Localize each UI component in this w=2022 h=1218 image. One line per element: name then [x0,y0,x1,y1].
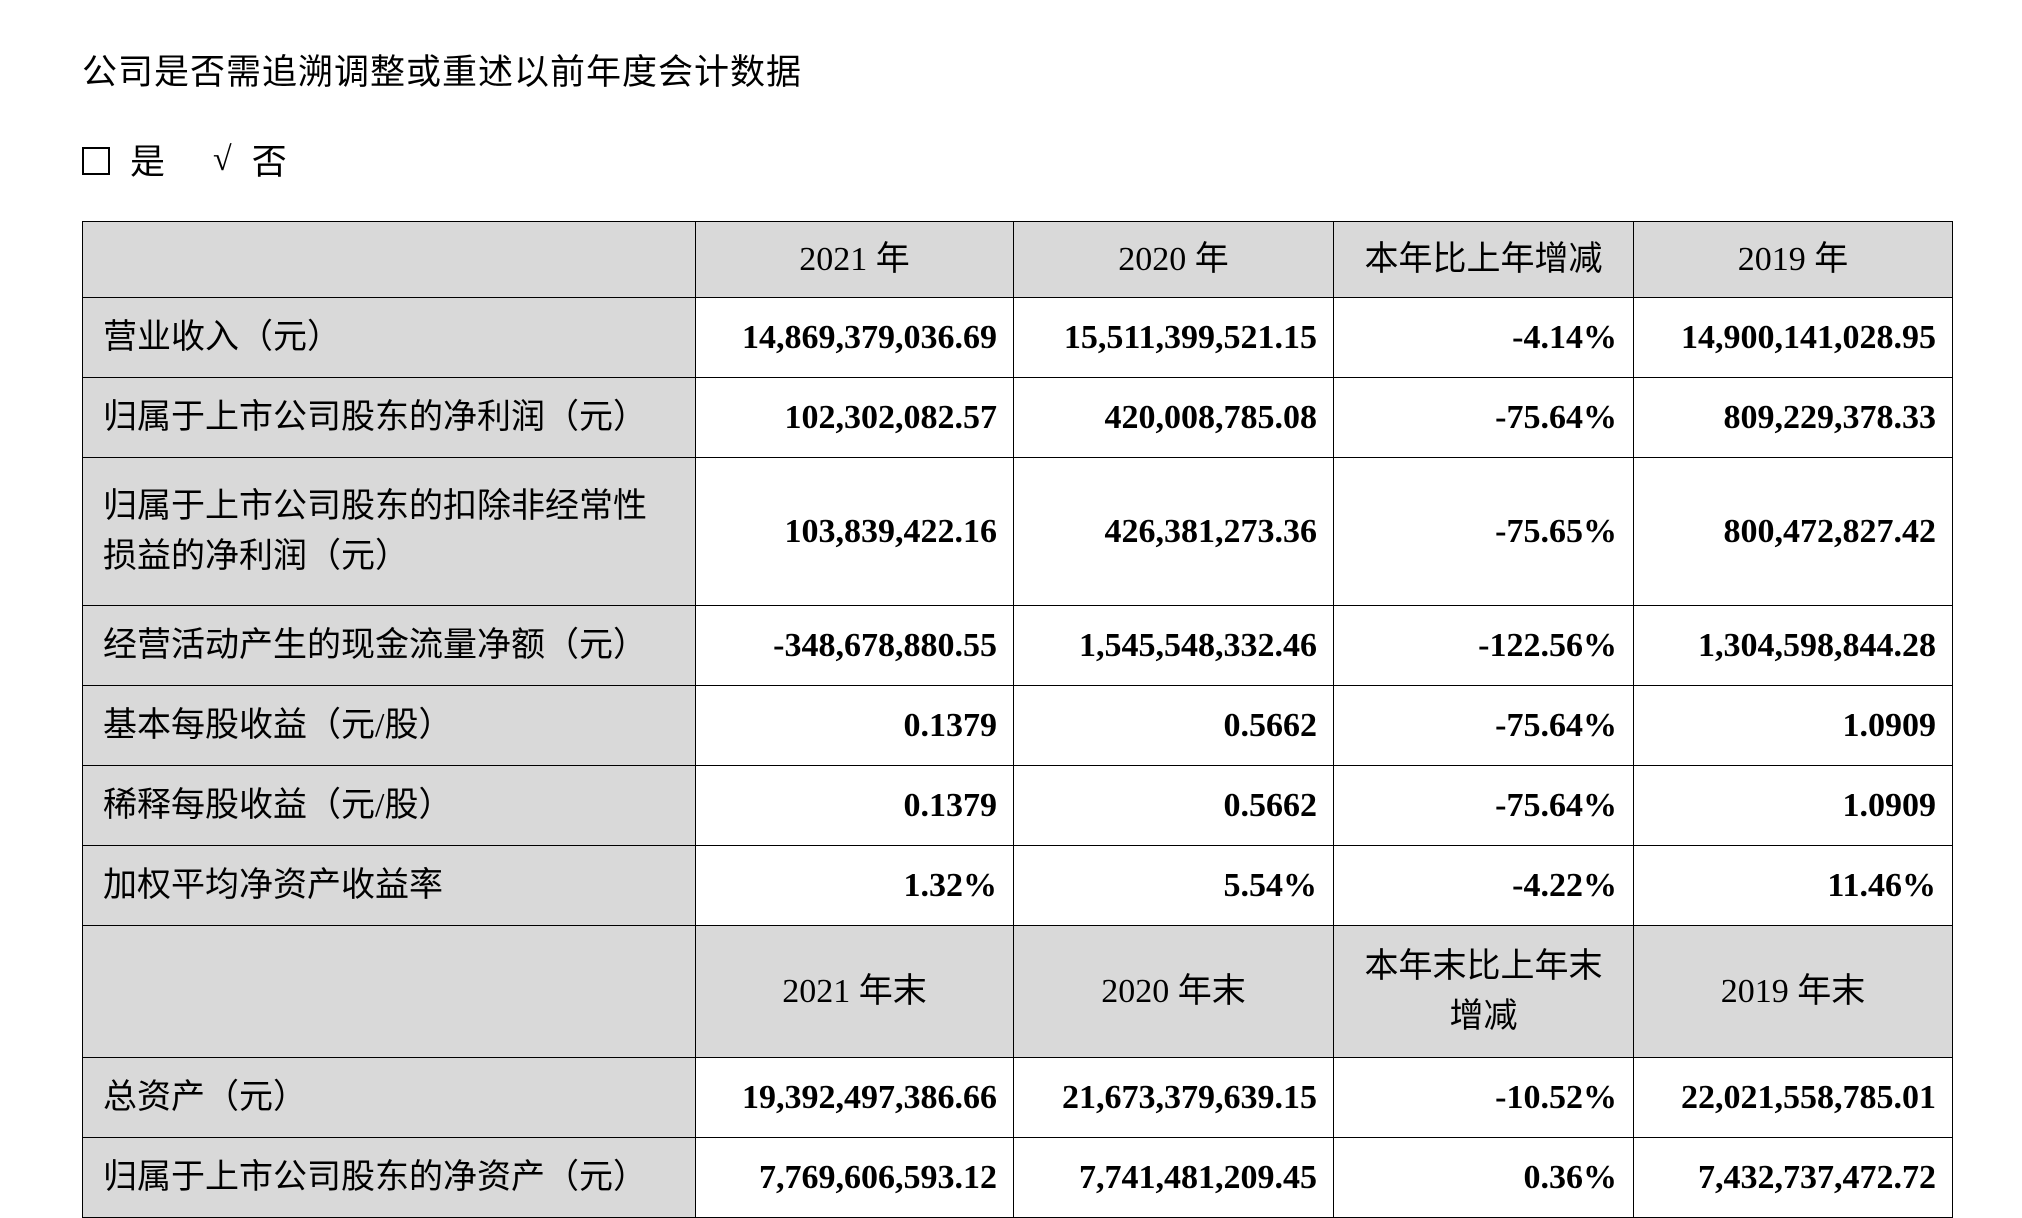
row-revenue: 营业收入（元） 14,869,379,036.69 15,511,399,521… [82,297,1953,378]
header-row-yearend: 2021 年末 2020 年末 本年末比上年末增减 2019 年末 [82,925,1953,1058]
cell-2020: 5.54% [1013,845,1334,926]
no-label: 否 [251,143,287,182]
row-weighted-roe: 加权平均净资产收益率 1.32% 5.54% -4.22% 11.46% [82,845,1953,926]
row-label: 经营活动产生的现金流量净额（元） [82,605,696,686]
row-net-profit: 归属于上市公司股东的净利润（元） 102,302,082.57 420,008,… [82,377,1953,458]
row-label: 归属于上市公司股东的净资产（元） [82,1137,696,1218]
row-label: 稀释每股收益（元/股） [82,765,696,846]
check-icon: √ [213,140,232,178]
cell-2019: 14,900,141,028.95 [1633,297,1953,378]
row-total-assets: 总资产（元） 19,392,497,386.66 21,673,379,639.… [82,1057,1953,1138]
cell-2019: 22,021,558,785.01 [1633,1057,1953,1138]
cell-2020: 0.5662 [1013,765,1334,846]
cell-2021: 0.1379 [695,765,1014,846]
cell-2019: 1.0909 [1633,685,1953,766]
cell-2019: 1.0909 [1633,765,1953,846]
cell-2021: 102,302,082.57 [695,377,1014,458]
cell-2021: 103,839,422.16 [695,457,1014,606]
cell-2020: 1,545,548,332.46 [1013,605,1334,686]
corner-cell [82,925,696,1058]
cell-change: -4.22% [1333,845,1634,926]
cell-change: -122.56% [1333,605,1634,686]
col-header-2020-end: 2020 年末 [1013,925,1334,1058]
col-header-2020: 2020 年 [1013,221,1334,298]
col-header-yoy-change: 本年比上年增减 [1333,221,1634,298]
cell-change: -75.64% [1333,377,1634,458]
cell-2020: 420,008,785.08 [1013,377,1334,458]
cell-2019: 11.46% [1633,845,1953,926]
cell-2021: 7,769,606,593.12 [695,1137,1014,1218]
col-header-yearend-change: 本年末比上年末增减 [1333,925,1634,1058]
cell-change: -75.64% [1333,685,1634,766]
cell-change: -4.14% [1333,297,1634,378]
row-net-assets: 归属于上市公司股东的净资产（元） 7,769,606,593.12 7,741,… [82,1137,1953,1218]
row-label: 归属于上市公司股东的净利润（元） [82,377,696,458]
cell-2020: 0.5662 [1013,685,1334,766]
row-label: 归属于上市公司股东的扣除非经常性损益的净利润（元） [82,457,696,606]
cell-change: 0.36% [1333,1137,1634,1218]
cell-2020: 21,673,379,639.15 [1013,1057,1334,1138]
row-label: 加权平均净资产收益率 [82,845,696,926]
row-basic-eps: 基本每股收益（元/股） 0.1379 0.5662 -75.64% 1.0909 [82,685,1953,766]
header-row-annual: 2021 年 2020 年 本年比上年增减 2019 年 [82,221,1953,298]
cell-2021: 1.32% [695,845,1014,926]
financial-summary-table: 2021 年 2020 年 本年比上年增减 2019 年 营业收入（元） 14,… [82,221,1953,1218]
cell-change: -75.65% [1333,457,1634,606]
cell-2019: 809,229,378.33 [1633,377,1953,458]
col-header-2021: 2021 年 [695,221,1014,298]
cell-change: -10.52% [1333,1057,1634,1138]
cell-2019: 7,432,737,472.72 [1633,1137,1953,1218]
yes-label: 是 [130,143,166,182]
row-label: 基本每股收益（元/股） [82,685,696,766]
cell-2020: 426,381,273.36 [1013,457,1334,606]
yes-checkbox-icon [82,146,110,175]
row-label: 营业收入（元） [82,297,696,378]
col-header-2019: 2019 年 [1633,221,1953,298]
row-net-profit-deducted: 归属于上市公司股东的扣除非经常性损益的净利润（元） 103,839,422.16… [82,457,1953,606]
cell-2020: 15,511,399,521.15 [1013,297,1334,378]
cell-2021: 14,869,379,036.69 [695,297,1014,378]
cell-2019: 1,304,598,844.28 [1633,605,1953,686]
row-operating-cash-flow: 经营活动产生的现金流量净额（元） -348,678,880.55 1,545,5… [82,605,1953,686]
cell-change: -75.64% [1333,765,1634,846]
col-header-2021-end: 2021 年末 [695,925,1014,1058]
cell-2021: -348,678,880.55 [695,605,1014,686]
cell-2021: 0.1379 [695,685,1014,766]
row-label: 总资产（元） [82,1057,696,1138]
question-text: 公司是否需追溯调整或重述以前年度会计数据 [82,53,803,92]
corner-cell [82,221,696,298]
cell-2019: 800,472,827.42 [1633,457,1953,606]
cell-2021: 19,392,497,386.66 [695,1057,1014,1138]
checkbox-line: 是 √ 否 [82,134,1952,185]
row-diluted-eps: 稀释每股收益（元/股） 0.1379 0.5662 -75.64% 1.0909 [82,765,1953,846]
col-header-2019-end: 2019 年末 [1633,925,1953,1058]
cell-2020: 7,741,481,209.45 [1013,1137,1334,1218]
